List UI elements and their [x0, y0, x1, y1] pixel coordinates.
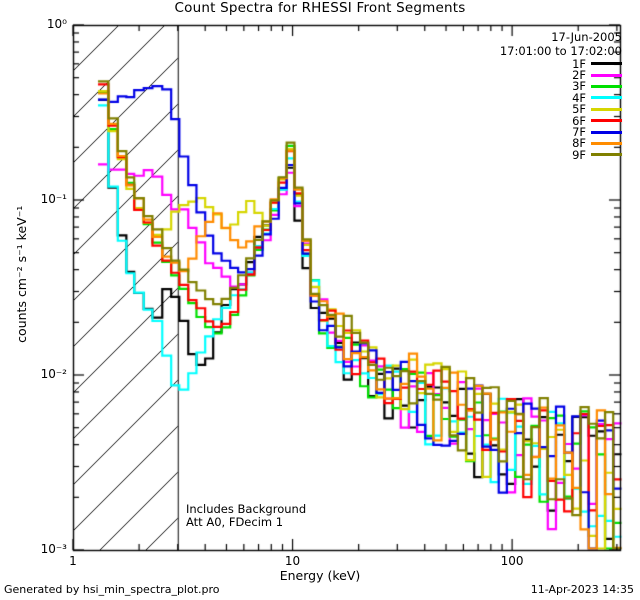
legend-swatch	[591, 119, 622, 123]
x-tick-label: 100	[500, 554, 524, 568]
legend-item-7f: 7F	[572, 125, 622, 140]
legend-swatch	[591, 62, 622, 66]
legend-label: 1F	[572, 56, 586, 71]
observation-date: 17-Jun-2005	[551, 30, 622, 44]
legend-item-5f: 5F	[572, 102, 622, 117]
legend-item-9f: 9F	[572, 147, 622, 162]
legend-label: 5F	[572, 102, 586, 117]
legend-swatch	[591, 84, 622, 88]
legend-swatch	[591, 141, 622, 145]
y-tick-label: 10⁻¹	[40, 192, 67, 206]
legend-swatch	[591, 73, 622, 77]
legend-swatch	[591, 107, 622, 111]
x-axis-label: Energy (keV)	[279, 568, 361, 583]
legend-item-3f: 3F	[572, 79, 622, 94]
y-tick-label: 10⁰	[46, 17, 67, 31]
legend: 1F 2F 3F 4F 5F 6F 7F 8F 9F	[572, 56, 622, 162]
legend-label: 7F	[572, 125, 586, 140]
legend-label: 2F	[572, 68, 586, 83]
x-tick-label: 1	[69, 554, 77, 568]
legend-item-4f: 4F	[572, 90, 622, 105]
legend-swatch	[591, 153, 622, 157]
annotation-attenuator-state: Att A0, FDecim 1	[186, 515, 284, 529]
legend-label: 3F	[572, 79, 586, 94]
legend-item-6f: 6F	[572, 113, 622, 128]
generation-timestamp: 11-Apr-2023 14:35	[530, 583, 634, 596]
legend-label: 4F	[572, 90, 586, 105]
generator-credit: Generated by hsi_min_spectra_plot.pro	[4, 583, 220, 596]
legend-swatch	[591, 96, 622, 100]
legend-label: 6F	[572, 113, 586, 128]
legend-label: 9F	[572, 147, 586, 162]
y-tick-label: 10⁻³	[40, 542, 67, 556]
x-tick-label: 10	[284, 554, 301, 568]
observation-time-range: 17:01:00 to 17:02:00	[499, 44, 622, 58]
page-title: Count Spectra for RHESSI Front Segments	[174, 0, 466, 16]
legend-label: 8F	[572, 136, 586, 151]
legend-item-8f: 8F	[572, 136, 622, 151]
annotation-includes-background: Includes Background	[186, 502, 307, 516]
legend-item-2f: 2F	[572, 68, 622, 83]
legend-swatch	[591, 130, 622, 134]
legend-item-1f: 1F	[572, 56, 622, 71]
y-tick-label: 10⁻²	[40, 367, 67, 381]
